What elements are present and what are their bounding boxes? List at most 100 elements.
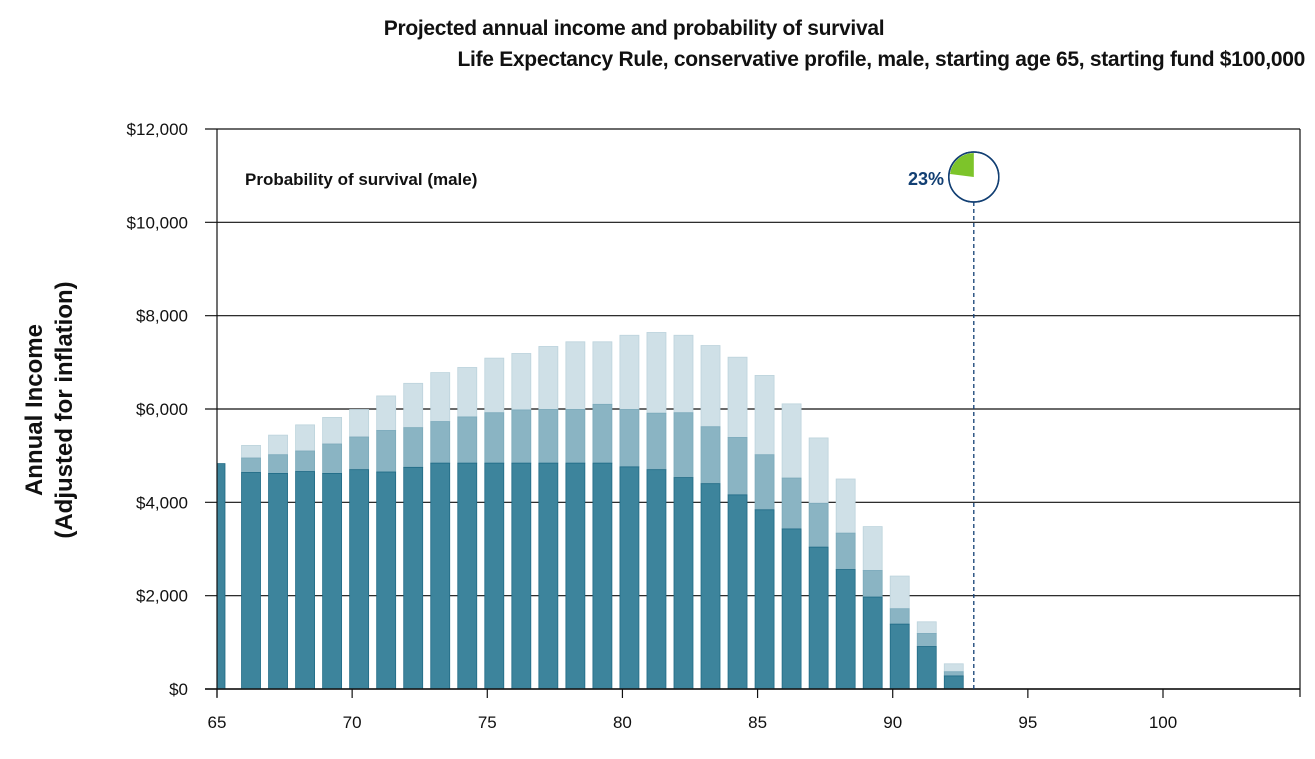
bar-segment (619, 334, 640, 410)
bar-segment (241, 457, 261, 473)
y-tick-label: $4,000 (136, 493, 188, 512)
bar-segment (862, 596, 883, 690)
bar-segment (673, 412, 694, 479)
bar-segment (781, 403, 802, 479)
chart-title: Projected annual income and probability … (383, 17, 885, 40)
axes (205, 129, 1301, 698)
bar-segment (700, 345, 721, 428)
bar-segment (430, 421, 451, 464)
bar-segment (403, 382, 424, 429)
y-tick-label: $0 (169, 680, 188, 699)
bar-segment (781, 477, 802, 530)
bar-segment (295, 424, 315, 452)
bar-segment (835, 532, 856, 570)
bar-segment (862, 526, 883, 571)
bar-segment (619, 409, 640, 468)
bar-segment (916, 621, 937, 634)
x-tick-label: 90 (883, 713, 902, 732)
bar-segment (430, 372, 451, 423)
bar-segment (916, 646, 937, 690)
x-tick-label: 80 (613, 713, 632, 732)
bar-segment (943, 671, 964, 677)
bar-segment (430, 462, 451, 690)
x-tick-label: 70 (343, 713, 362, 732)
bar-segment (646, 469, 667, 690)
bar-segment (349, 409, 370, 438)
grid-lines (205, 128, 1300, 690)
bar-segment (322, 443, 343, 474)
bar-segment (619, 466, 640, 690)
bar-segment (484, 357, 505, 414)
bar-segment (565, 409, 586, 464)
bar-segment (216, 463, 226, 690)
bar-segment (268, 472, 288, 690)
bar-segment (754, 454, 775, 511)
bar-segment (889, 575, 910, 610)
bar-segment (727, 356, 748, 438)
bar-segment (835, 569, 856, 690)
x-tick-label: 65 (208, 713, 227, 732)
bar-segment (457, 416, 478, 464)
bar-segment (457, 367, 478, 418)
bar-segment (646, 332, 667, 414)
bar-segment (511, 353, 532, 411)
bar-segment (268, 454, 288, 474)
bar-segment (592, 403, 613, 464)
x-tick-label: 75 (478, 713, 497, 732)
bar-segment (538, 346, 559, 410)
bar-segment (565, 462, 586, 690)
survival-pie-slice (949, 153, 974, 177)
x-tick-label: 85 (748, 713, 767, 732)
bar-segment (889, 608, 910, 625)
bar-segment (457, 462, 478, 690)
chart-subtitle: Life Expectancy Rule, conservative profi… (457, 48, 1306, 71)
bar-segment (538, 409, 559, 464)
bar-segment (565, 341, 586, 410)
bar-segment (673, 334, 694, 414)
bar-segment (376, 430, 397, 473)
bar-segment (943, 675, 964, 690)
bar-segment (484, 462, 505, 690)
y-tick-label: $2,000 (136, 587, 188, 606)
survival-label: Probability of survival (male) (245, 170, 477, 189)
survival-pie-border (948, 151, 1000, 203)
bar-segment (403, 466, 424, 690)
bar-segment (754, 374, 775, 456)
survival-annotation: Probability of survival (male) 23% (245, 151, 1000, 689)
bar-segment (538, 462, 559, 690)
y-tick-label: $8,000 (136, 307, 188, 326)
bar-segment (403, 427, 424, 468)
bar-segment (322, 416, 343, 445)
y-tick-label: $6,000 (136, 400, 188, 419)
y-tick-label: $10,000 (127, 213, 188, 232)
bar-segment (592, 341, 613, 405)
x-tick-labels: 65 70 75 80 85 90 95 100 (208, 713, 1178, 732)
bar-segment (781, 528, 802, 690)
bar-segment (673, 477, 694, 690)
bar-segment (808, 437, 829, 504)
bar-segment (592, 462, 613, 690)
bar-segment (754, 509, 775, 690)
bar-segment (727, 494, 748, 690)
bar-segment (376, 395, 397, 431)
bar-segment (349, 469, 370, 690)
bar-segment (511, 409, 532, 464)
survival-percent-label: 23% (908, 169, 944, 189)
bar-segment (727, 437, 748, 496)
bar-segment (943, 663, 964, 673)
bar-segment (268, 434, 288, 456)
bar-segment (889, 623, 910, 690)
bar-segment (295, 471, 315, 690)
bar-segment (241, 472, 261, 690)
bars (216, 332, 964, 690)
bar-segment (322, 472, 343, 690)
bar-segment (835, 478, 856, 534)
bar-segment (862, 570, 883, 598)
bar-segment (511, 462, 532, 690)
bar-segment (646, 412, 667, 471)
bar-segment (241, 444, 261, 459)
bar-segment (484, 412, 505, 464)
bar-segment (295, 450, 315, 472)
x-tick-label: 95 (1018, 713, 1037, 732)
